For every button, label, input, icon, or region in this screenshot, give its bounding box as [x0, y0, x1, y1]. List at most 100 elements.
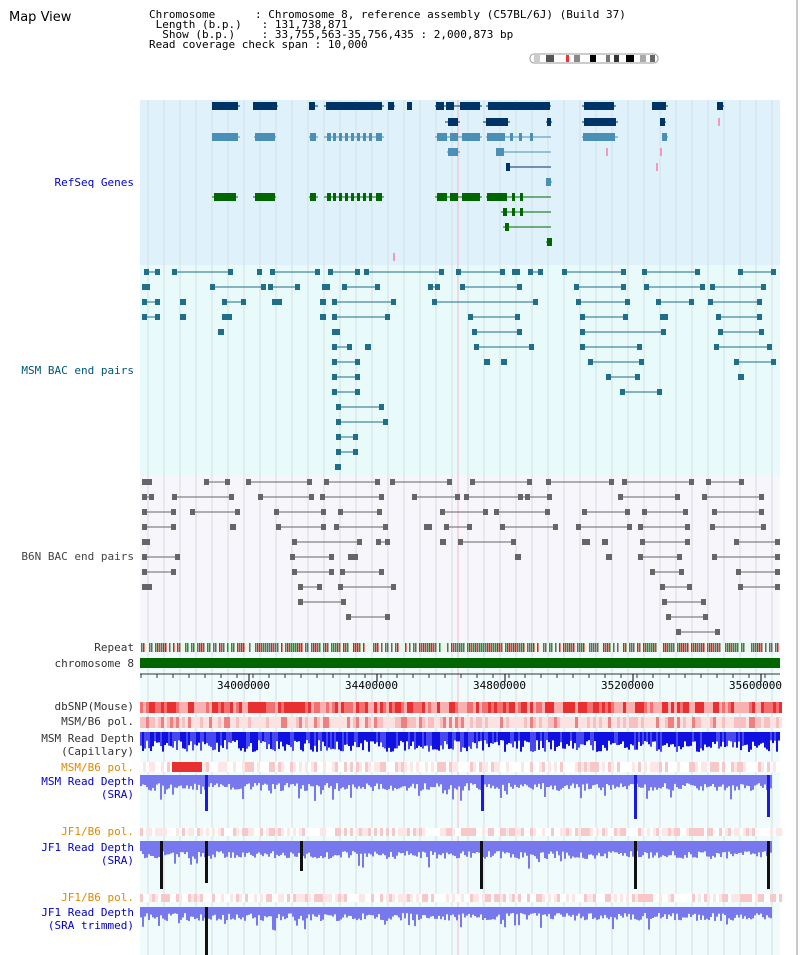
- chromosome-bar[interactable]: [140, 658, 780, 668]
- b6n-bac-pairs[interactable]: [142, 479, 780, 635]
- bac-end: [385, 314, 390, 320]
- repeat-mark: [613, 643, 615, 652]
- depth-bar: [474, 732, 476, 744]
- depth-bar: [712, 907, 714, 914]
- repeat-mark: [169, 643, 171, 652]
- heat-cell: [554, 828, 557, 836]
- gene-mark: [718, 118, 720, 126]
- heat-cell: [620, 894, 623, 902]
- depth-bar: [298, 907, 300, 919]
- heat-cell: [713, 717, 716, 728]
- depth-bar: [334, 907, 336, 915]
- depth-bar: [170, 841, 172, 854]
- heat-cell: [239, 828, 242, 836]
- depth-bar: [354, 732, 356, 743]
- depth-bar: [192, 841, 194, 857]
- depth-bar: [526, 907, 528, 920]
- msm-bac-pairs[interactable]: [142, 269, 776, 470]
- bac-end: [346, 614, 351, 620]
- bac-end: [332, 344, 337, 350]
- heat-cell: [620, 702, 623, 713]
- heat-cell: [143, 894, 146, 902]
- repeat-mark: [565, 643, 567, 652]
- repeat-mark: [685, 643, 687, 652]
- depth-bar: [340, 841, 342, 858]
- msm-b6-pol-label: MSM/B6 pol.: [61, 715, 134, 728]
- depth-bar: [488, 732, 490, 748]
- depth-bar: [192, 775, 194, 790]
- heat-cell: [707, 702, 710, 713]
- heat-cell: [446, 894, 449, 902]
- bac-end: [547, 494, 552, 500]
- heat-cell: [485, 717, 488, 728]
- depth-bar: [392, 732, 394, 752]
- msm-bac-label[interactable]: MSM BAC end pairs: [21, 364, 134, 377]
- depth-bar: [364, 775, 366, 790]
- depth-bar: [424, 907, 426, 916]
- heat-cell: [563, 762, 566, 772]
- depth-bar: [246, 775, 248, 785]
- depth-bar: [410, 907, 412, 914]
- heat-cell: [740, 762, 743, 772]
- heat-cell: [686, 762, 689, 772]
- depth-bar: [534, 732, 536, 751]
- repeat-mark: [161, 643, 163, 652]
- repeat-mark: [673, 643, 675, 652]
- depth-bar: [596, 775, 598, 785]
- refseq-gene-glyphs[interactable]: [212, 102, 724, 261]
- heat-cell: [722, 828, 725, 836]
- repeat-mark: [405, 643, 407, 652]
- gene-exon: [388, 102, 394, 110]
- depth-bar: [388, 732, 390, 748]
- depth-bar: [436, 775, 438, 784]
- depth-bar: [570, 775, 572, 786]
- depth-bar: [360, 732, 362, 744]
- depth-bar: [366, 841, 368, 857]
- depth-bar: [566, 775, 568, 786]
- depth-bar: [596, 841, 598, 856]
- heat-cell: [176, 894, 179, 902]
- heat-cell: [173, 702, 176, 713]
- heat-cell: [506, 717, 509, 728]
- depth-bar: [744, 841, 746, 852]
- heat-cell: [209, 717, 212, 728]
- heat-cell: [254, 717, 257, 728]
- depth-bar: [696, 841, 698, 858]
- depth-bar: [668, 775, 670, 790]
- depth-bar: [546, 732, 548, 741]
- depth-bar: [142, 775, 144, 785]
- heat-cell: [368, 828, 371, 836]
- heat-cell: [230, 717, 233, 728]
- heat-cell: [335, 828, 338, 836]
- depth-bar: [738, 841, 740, 854]
- repeat-mark: [643, 643, 645, 652]
- repeat-mark: [319, 643, 321, 652]
- gene-exon: [512, 193, 515, 201]
- b6n-bac-label[interactable]: B6N BAC end pairs: [21, 550, 134, 563]
- depth-bar: [512, 841, 514, 855]
- depth-bar: [432, 841, 434, 855]
- heat-cell: [776, 828, 779, 836]
- depth-bar: [604, 841, 606, 854]
- heat-cell: [482, 894, 485, 902]
- repeat-mark: [573, 643, 575, 652]
- heat-cell: [164, 717, 167, 728]
- depth-bar: [504, 841, 506, 854]
- depth-bar: [306, 732, 308, 741]
- depth-bar: [752, 841, 754, 854]
- gene-exon: [436, 102, 444, 110]
- heat-cell: [179, 894, 182, 902]
- bac-end: [353, 449, 358, 455]
- heat-cell: [326, 894, 329, 902]
- chromosome-ideogram[interactable]: [529, 53, 659, 64]
- heat-cell: [401, 894, 404, 902]
- refseq-genes-label[interactable]: RefSeq Genes: [54, 176, 134, 189]
- repeat-mark: [263, 643, 265, 652]
- heat-cell: [302, 717, 305, 728]
- depth-bar: [456, 775, 458, 790]
- heat-cell: [533, 828, 536, 836]
- heat-cell: [290, 702, 293, 713]
- depth-bar: [338, 732, 340, 750]
- depth-bar: [704, 732, 706, 745]
